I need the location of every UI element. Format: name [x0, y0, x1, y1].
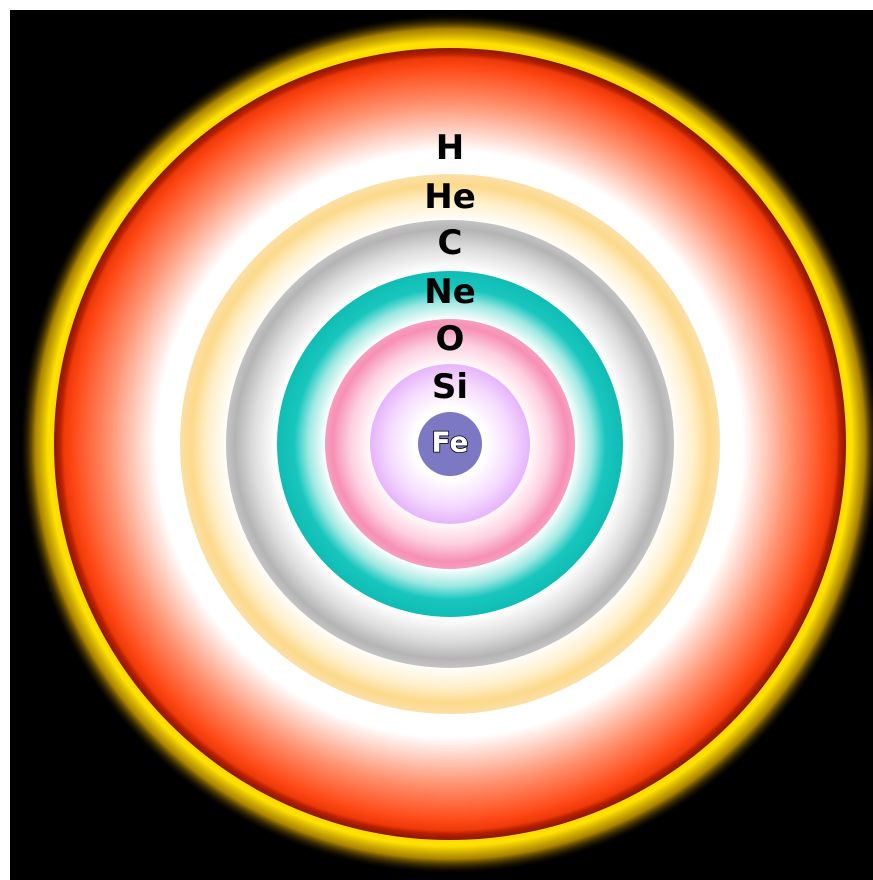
helium-label: He: [424, 177, 476, 217]
carbon-label: C: [438, 223, 463, 263]
iron-core: [418, 412, 482, 476]
oxygen-label: O: [436, 319, 465, 359]
hydrogen-label: H: [436, 128, 464, 168]
neon-label: Ne: [424, 272, 476, 312]
iron-label: Fe: [432, 426, 469, 459]
silicon-label: Si: [432, 367, 468, 407]
